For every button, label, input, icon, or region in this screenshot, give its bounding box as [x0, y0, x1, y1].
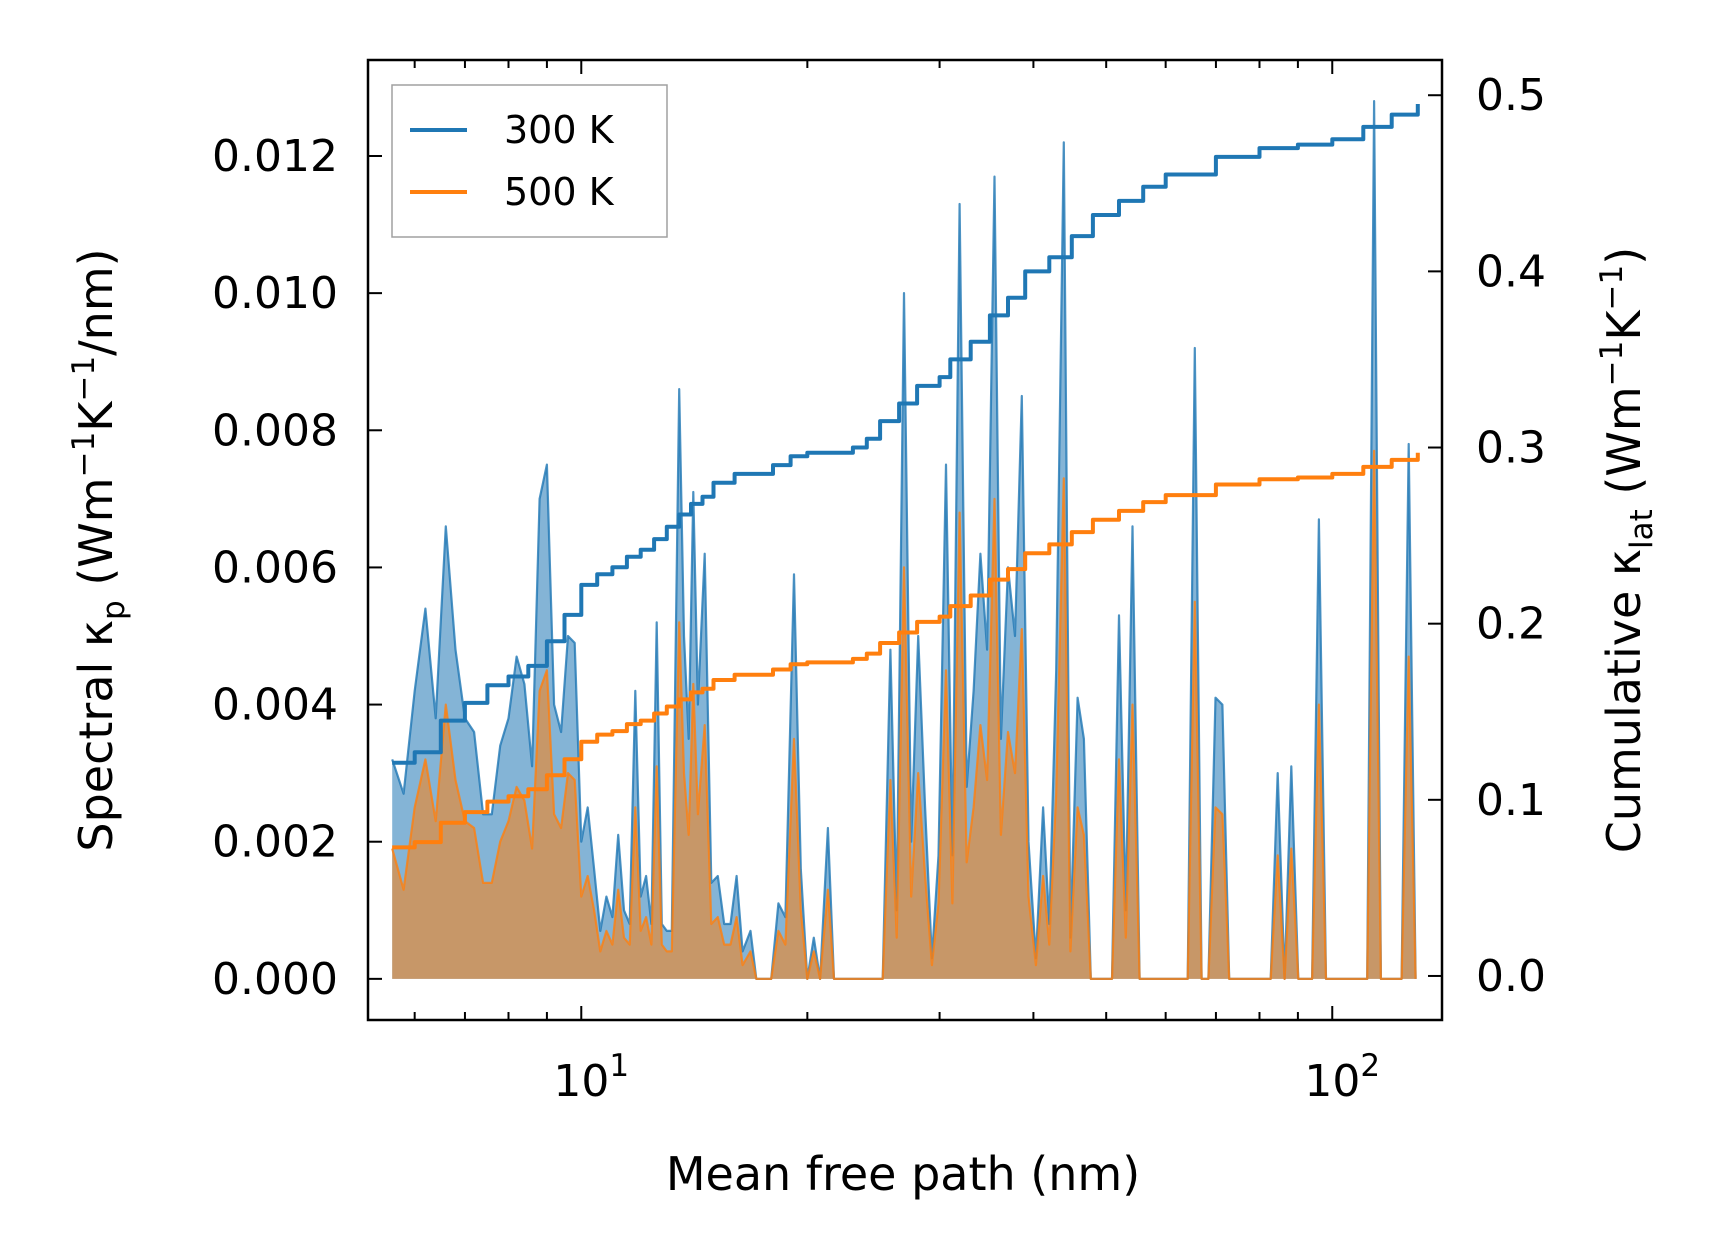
y-right-axis-label-part: −1 — [1594, 265, 1630, 311]
y-left-tick-label: 0.000 — [212, 954, 338, 1005]
spectral-line-500-k — [391, 449, 1417, 980]
y-left-tick-label: 0.012 — [212, 131, 338, 182]
y-right-axis-label-part: (Wm — [1597, 386, 1651, 509]
y-right-tick-label: 0.0 — [1476, 951, 1546, 1002]
spectral-area-500-k — [392, 450, 1416, 979]
y-right-tick-label: 0.1 — [1476, 775, 1546, 826]
y-left-axis-label-part: −1 — [66, 356, 102, 402]
cumulative-line-500-k — [392, 452, 1420, 850]
y-right-tick-label: 0.5 — [1476, 70, 1546, 121]
y-left-axis-label-part: p — [96, 600, 132, 620]
y-left-axis-label-part: K — [69, 400, 123, 432]
y-right-axis-label: Cumulative κlat (Wm−1K−1) — [1594, 247, 1660, 853]
y-left-axis-label: Spectral κp (Wm−1K−1/nm) — [66, 248, 132, 851]
x-axis-label: Mean free path (nm) — [666, 1147, 1140, 1201]
legend: 300 K 500 K — [391, 84, 668, 238]
x-tick-label: 101 — [553, 1048, 629, 1107]
x-tick-exponent: 1 — [609, 1048, 629, 1084]
x-tick-label: 102 — [1304, 1048, 1380, 1107]
y-right-axis-label-part: K — [1597, 309, 1651, 341]
plot-frame — [366, 58, 1444, 1022]
x-tick-base: 10 — [553, 1056, 609, 1107]
y-left-axis-label-part: −1 — [66, 432, 102, 478]
plot-area — [391, 100, 1420, 980]
y-left-axis-label-part: /nm) — [69, 248, 123, 355]
y-right-tick-label: 0.3 — [1476, 423, 1546, 474]
axis-labels: Mean free path (nm)Spectral κp (Wm−1K−1/… — [66, 247, 1660, 1201]
y-left-axis-label-part: Spectral κ — [69, 620, 123, 852]
y-left-tick-label: 0.010 — [212, 268, 338, 319]
legend-label: 500 K — [504, 170, 615, 214]
legend-label: 300 K — [504, 108, 615, 152]
legend-box — [391, 84, 668, 238]
y-left-tick-label: 0.008 — [212, 405, 338, 456]
y-left-tick-label: 0.004 — [212, 680, 338, 731]
cumulative-line-300-k — [392, 104, 1420, 765]
y-right-axis-label-part: Cumulative κ — [1597, 549, 1651, 853]
x-tick-base: 10 — [1304, 1056, 1360, 1107]
y-left-tick-label: 0.002 — [212, 817, 338, 868]
y-right-tick-label: 0.2 — [1476, 599, 1546, 650]
y-right-axis-label-part: −1 — [1594, 341, 1630, 387]
spectral-area-300-k — [392, 101, 1416, 979]
axes: 101 1020.0000.0020.0040.0060.0080.0100.01… — [212, 58, 1546, 1107]
y-right-axis-label-part: ) — [1597, 247, 1651, 265]
y-right-axis-label-part: lat — [1624, 509, 1660, 549]
y-right-tick-label: 0.4 — [1476, 246, 1546, 297]
y-left-tick-label: 0.006 — [212, 542, 338, 593]
x-tick-exponent: 2 — [1360, 1048, 1380, 1084]
y-left-axis-label-part: (Wm — [69, 477, 123, 600]
